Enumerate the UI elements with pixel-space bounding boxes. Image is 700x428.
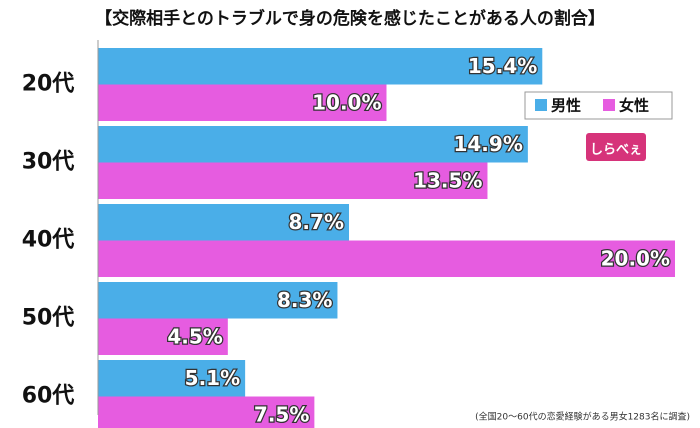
footnote: (全国20〜60代の恋愛経験がある男女1283名に調査) — [475, 411, 690, 423]
value-label: 10.0% — [312, 90, 381, 114]
value-label: 5.1% — [185, 366, 240, 390]
y-tick-label: 40代 — [22, 228, 75, 253]
bar — [98, 318, 228, 355]
value-label: 15.4% — [468, 54, 537, 78]
bar — [98, 240, 675, 277]
y-tick-label: 30代 — [22, 150, 75, 175]
value-label: 8.7% — [289, 210, 344, 234]
logo-box — [586, 133, 646, 161]
chart-title: 【交際相手とのトラブルで身の危険を感じたことがある人の割合】 — [95, 8, 605, 29]
bar — [98, 204, 349, 241]
y-tick-label: 20代 — [22, 72, 75, 97]
legend-swatch — [535, 99, 547, 111]
legend-box — [524, 91, 673, 120]
bar — [98, 48, 543, 85]
bar — [98, 396, 315, 428]
legend-swatch — [603, 99, 615, 111]
bar — [98, 126, 528, 163]
value-label: 7.5% — [254, 402, 309, 426]
bar — [98, 360, 246, 397]
bar — [98, 84, 387, 121]
value-label: 20.0% — [601, 246, 670, 270]
value-label: 14.9% — [453, 132, 522, 156]
bar — [98, 162, 488, 199]
legend-label: 女性 — [619, 97, 649, 115]
y-tick-label: 50代 — [22, 306, 75, 331]
value-label: 13.5% — [413, 168, 482, 192]
value-label: 8.3% — [277, 288, 332, 312]
y-tick-label: 60代 — [22, 384, 75, 409]
logo-text: しらべぇ — [590, 143, 642, 158]
legend-label: 男性 — [551, 97, 581, 115]
bar — [98, 282, 338, 319]
value-label: 4.5% — [167, 324, 222, 348]
